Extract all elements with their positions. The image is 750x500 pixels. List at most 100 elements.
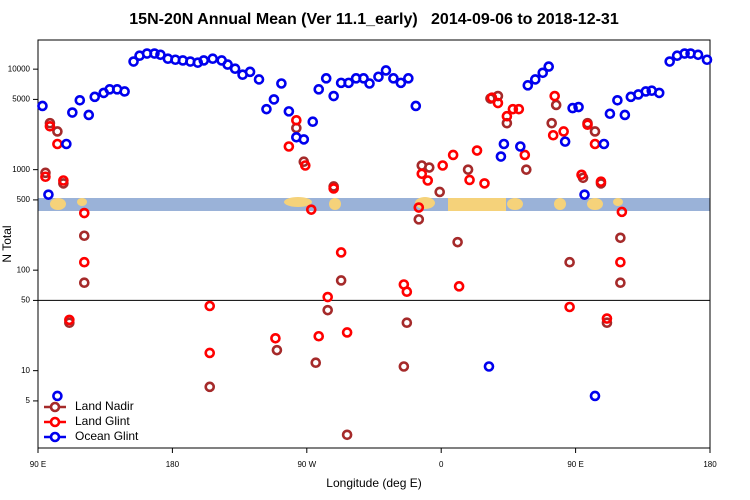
y-tick-label: 5 [26,396,31,405]
point [546,117,558,129]
point [37,100,48,112]
point [543,61,555,72]
x-tick-label: 90 E [30,460,46,469]
point [253,74,265,85]
point [307,116,319,128]
point [310,357,322,368]
point [492,97,504,109]
point [78,207,90,219]
plot-frame [37,39,711,449]
chart-title: 15N-20N Annual Mean (Ver 11.1_early) 201… [129,11,619,28]
point [615,232,626,244]
point [320,73,332,84]
point [640,86,652,97]
point [598,138,610,150]
point [283,141,295,152]
point [276,78,287,89]
point [204,300,216,312]
y-axis-label: N Total [0,225,14,262]
point [616,206,628,218]
point [322,304,334,316]
point [679,48,690,59]
point [207,53,219,65]
legend-label: Land Nadir [75,399,134,413]
point [61,138,72,150]
point [403,73,414,84]
point [328,183,339,194]
point [373,71,384,83]
point [486,92,498,103]
point [388,73,399,84]
point [453,281,465,292]
point [495,151,507,162]
point [229,63,241,75]
point [271,344,283,356]
point [464,174,475,186]
y-tick-label: 100 [17,265,31,274]
point [550,99,562,111]
point [701,54,713,66]
legend-marker [49,416,61,428]
point [595,176,607,187]
point [74,94,86,106]
point [83,109,95,121]
point [313,84,325,95]
point [519,149,531,161]
point [40,167,51,179]
x-tick-label: 0 [439,460,444,469]
point [653,87,665,99]
point [78,256,90,268]
point [401,286,413,298]
point [483,361,495,372]
point [341,429,353,441]
point [447,149,459,161]
point [298,134,310,145]
y-tick-label: 500 [17,195,31,204]
point [198,55,210,66]
legend-marker [49,401,61,413]
point [358,73,369,84]
point [619,109,631,121]
point [612,94,623,106]
point [300,160,311,171]
x-tick-label: 90 W [297,460,316,469]
point [537,67,549,79]
point [604,108,616,120]
point [335,247,347,258]
point [328,90,339,102]
point [558,126,569,137]
point [601,313,613,324]
point [305,204,317,215]
point [335,275,347,286]
point [589,390,601,402]
point [89,91,101,103]
point [244,66,256,78]
y-tick-label: 50 [21,296,30,305]
point [149,48,160,59]
legend-label: Ocean Glint [75,429,139,443]
point [44,120,56,132]
point [322,291,334,303]
point [204,347,216,359]
point [615,277,626,289]
point [564,301,575,313]
point [78,277,90,289]
y-tick-label: 5000 [12,95,30,104]
point [515,141,526,152]
point [128,56,139,67]
point [615,256,626,268]
point [462,164,474,175]
point [589,126,601,137]
point [549,90,560,102]
legend-label: Land Glint [75,414,130,428]
point [283,106,295,117]
point [67,107,78,118]
point [559,136,571,147]
point [43,189,54,200]
point [513,103,525,115]
point [52,390,63,402]
x-tick-label: 90 E [567,460,583,469]
point [380,65,392,76]
point [601,317,613,329]
point [343,77,354,89]
